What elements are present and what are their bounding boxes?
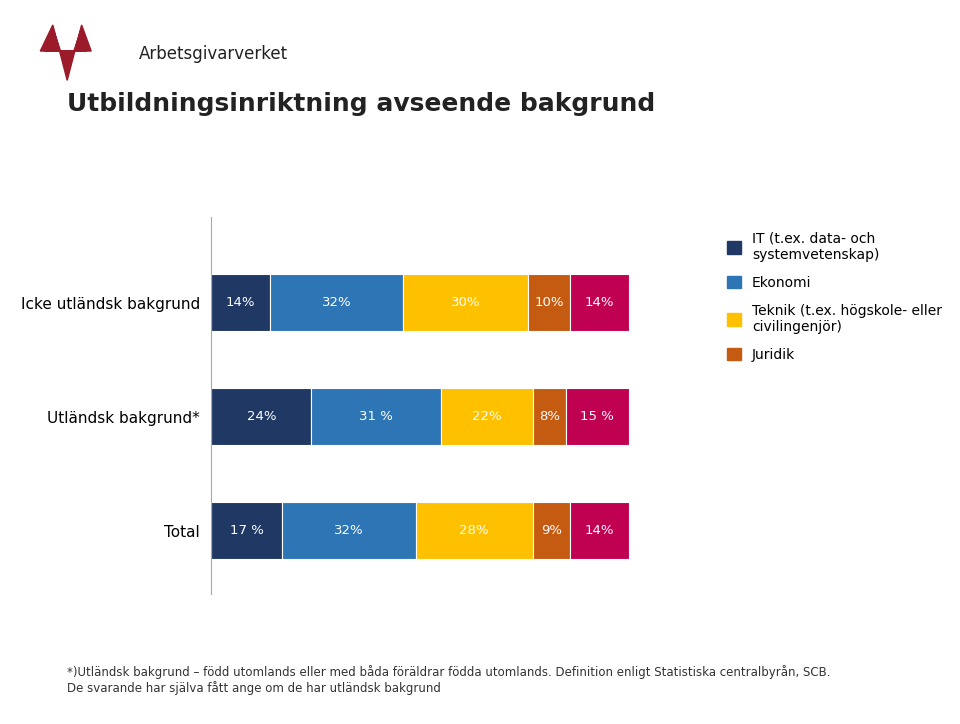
- Polygon shape: [40, 25, 91, 80]
- Bar: [211, 274, 270, 332]
- Text: 17 %: 17 %: [229, 524, 264, 537]
- Bar: [533, 502, 570, 560]
- Bar: [270, 274, 403, 332]
- Text: 22%: 22%: [472, 411, 501, 424]
- Text: 32%: 32%: [334, 524, 364, 537]
- Text: Utbildningsinriktning avseende bakgrund: Utbildningsinriktning avseende bakgrund: [67, 92, 656, 116]
- Text: 14%: 14%: [585, 296, 614, 309]
- Legend: IT (t.ex. data- och
systemvetenskap), Ekonomi, Teknik (t.ex. högskole- eller
civ: IT (t.ex. data- och systemvetenskap), Ek…: [727, 232, 942, 362]
- Text: 9%: 9%: [540, 524, 562, 537]
- Text: 15 %: 15 %: [581, 411, 614, 424]
- Bar: [211, 388, 311, 445]
- Text: 14%: 14%: [585, 524, 614, 537]
- Text: 10%: 10%: [535, 296, 564, 309]
- Text: 28%: 28%: [460, 524, 489, 537]
- Text: 24%: 24%: [247, 411, 276, 424]
- Text: Arbetsgivarverket: Arbetsgivarverket: [139, 46, 288, 63]
- Bar: [416, 502, 533, 560]
- Bar: [570, 502, 629, 560]
- Text: 31 %: 31 %: [359, 411, 393, 424]
- Bar: [533, 388, 566, 445]
- Text: 32%: 32%: [322, 296, 351, 309]
- Bar: [566, 388, 629, 445]
- Bar: [441, 388, 533, 445]
- Bar: [570, 274, 629, 332]
- Bar: [311, 388, 441, 445]
- Text: 8%: 8%: [539, 411, 560, 424]
- Bar: [211, 502, 282, 560]
- Bar: [403, 274, 528, 332]
- Text: 14%: 14%: [226, 296, 255, 309]
- Bar: [528, 274, 570, 332]
- Text: 30%: 30%: [451, 296, 481, 309]
- Text: *)Utländsk bakgrund – född utomlands eller med båda föräldrar födda utomlands. D: *)Utländsk bakgrund – född utomlands ell…: [67, 665, 830, 695]
- Bar: [282, 502, 416, 560]
